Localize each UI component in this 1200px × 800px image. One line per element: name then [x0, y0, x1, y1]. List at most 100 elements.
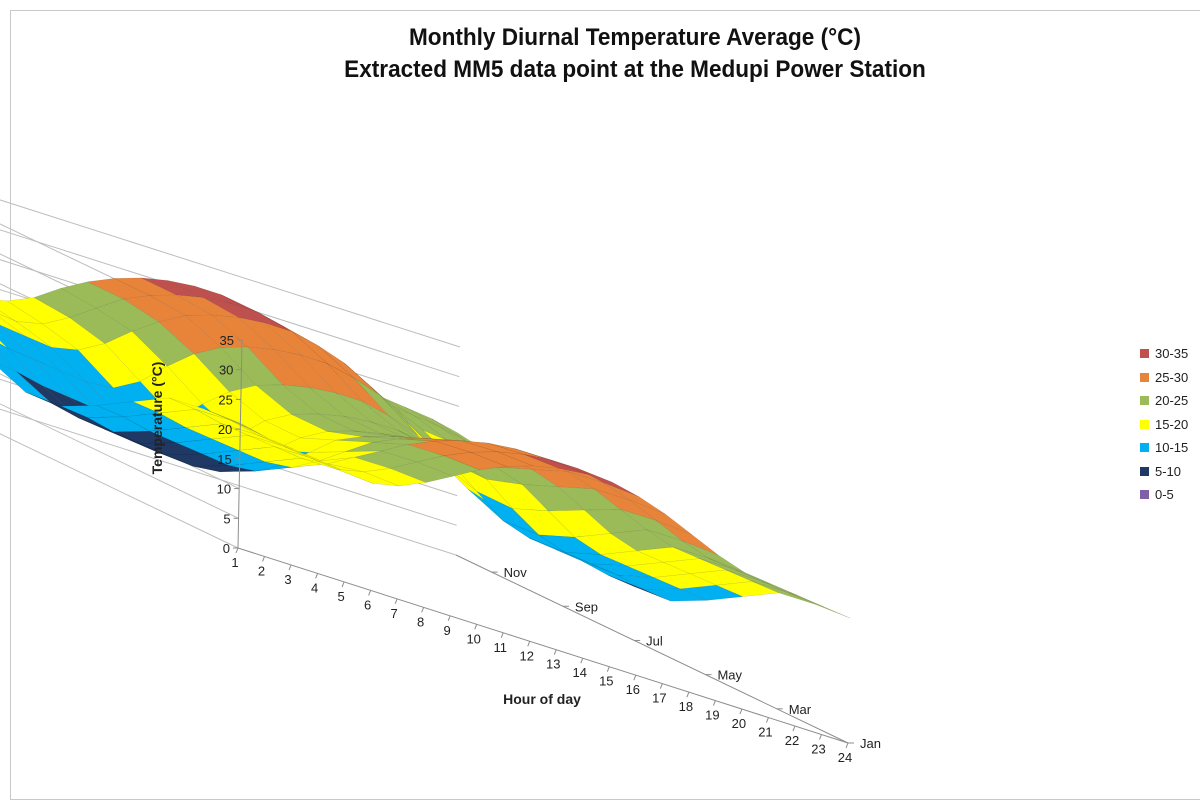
x-tick-label: 5: [337, 589, 344, 604]
legend-swatch: [1140, 419, 1149, 429]
x-tick: [500, 632, 504, 638]
surface-cell: [0, 340, 8, 349]
x-tick: [315, 573, 319, 579]
x-tick: [792, 725, 796, 732]
x-tick-label: 11: [493, 640, 507, 655]
plot-axes: 0510152025303512345678910111213141516171…: [217, 333, 881, 765]
x-tick-label: 3: [284, 572, 291, 587]
x-tick: [765, 717, 769, 723]
legend-item: 15-20: [1140, 413, 1188, 437]
x-tick-label: 19: [705, 708, 719, 723]
x-tick: [447, 615, 451, 622]
z-tick-label: 25: [218, 392, 232, 407]
x-tick: [235, 547, 239, 554]
x-tick: [288, 564, 292, 571]
x-tick: [659, 683, 663, 689]
x-tick: [845, 742, 849, 749]
x-tick: [262, 556, 265, 562]
x-tick: [421, 607, 425, 613]
x-tick-label: 7: [391, 606, 398, 621]
x-tick-label: 10: [466, 631, 480, 646]
x-tick: [368, 590, 372, 596]
legend-item: 10-15: [1140, 436, 1188, 460]
x-tick-label: 2: [258, 563, 265, 578]
legend-swatch: [1140, 372, 1149, 382]
x-tick: [527, 641, 531, 647]
x-tick: [686, 691, 690, 698]
x-tick-label: 21: [758, 725, 772, 740]
z-tick-label: 5: [223, 511, 230, 526]
legend-label: 15-20: [1155, 416, 1189, 432]
legend-item: 20-25: [1140, 389, 1188, 413]
month-tick-label: Nov: [504, 565, 528, 580]
month-tick-label: Mar: [789, 702, 812, 717]
x-tick-label: 14: [573, 665, 587, 680]
month-tick-label: Jan: [860, 736, 881, 751]
chart-title-line-2: Extracted MM5 data point at the Medupi P…: [344, 56, 926, 83]
z-tick-label: 15: [217, 452, 231, 467]
legend-label: 0-5: [1155, 487, 1174, 503]
x-axis-title: Hour of day: [503, 691, 581, 707]
surface-cell: [752, 581, 815, 605]
x-tick-label: 22: [785, 733, 799, 748]
gridline: [0, 199, 461, 348]
surface-cell: [0, 317, 26, 337]
surface-cell: [788, 592, 851, 619]
x-tick-label: 9: [444, 623, 451, 638]
x-tick: [606, 666, 610, 672]
legend-item: 25-30: [1140, 366, 1188, 390]
z-tick-label: 30: [219, 363, 233, 378]
month-axis-line: [455, 554, 849, 744]
month-tick-label: Jul: [646, 633, 663, 648]
x-tick-label: 17: [652, 691, 666, 706]
legend-swatch: [1140, 466, 1149, 476]
surface-cell: [0, 325, 35, 360]
legend-item: 30-35: [1140, 342, 1188, 366]
z-tick-label: 0: [223, 541, 230, 556]
x-tick-label: 16: [626, 682, 640, 697]
x-tick-label: 4: [311, 580, 318, 595]
legend-item: 5-10: [1140, 460, 1188, 484]
z-axis-line: [237, 339, 243, 549]
x-tick-label: 1: [231, 555, 238, 570]
x-tick: [712, 700, 716, 706]
x-tick-label: 23: [811, 742, 825, 757]
legend: 30-35 25-30 20-25 15-20 10-15 5-10 0-5: [1140, 342, 1188, 507]
surface-cell: [644, 588, 707, 602]
legend-label: 25-30: [1155, 369, 1189, 385]
x-tick: [739, 708, 743, 715]
temperature-surface: [0, 277, 851, 619]
month-tick-label: Sep: [575, 599, 598, 614]
x-tick-label: 12: [520, 648, 534, 663]
legend-label: 30-35: [1155, 346, 1189, 362]
chart-title: Monthly Diurnal Temperature Average (°C)…: [38, 22, 1200, 86]
x-tick: [341, 581, 345, 588]
month-tick-label: May: [717, 668, 742, 683]
legend-swatch: [1140, 490, 1149, 500]
z-tick-label: 20: [218, 422, 232, 437]
x-tick: [394, 598, 398, 605]
x-tick: [633, 674, 637, 681]
legend-label: 10-15: [1155, 440, 1189, 456]
legend-item: 0-5: [1140, 483, 1188, 507]
x-tick-label: 20: [732, 716, 746, 731]
x-tick: [553, 649, 557, 655]
legend-swatch: [1140, 443, 1149, 453]
chart-title-line-1: Monthly Diurnal Temperature Average (°C): [409, 24, 861, 51]
y-axis-title: Temperature (°C): [149, 362, 165, 475]
x-tick-label: 24: [838, 750, 852, 765]
x-tick-label: 13: [546, 657, 560, 672]
x-tick-label: 8: [417, 614, 424, 629]
z-tick-label: 10: [217, 482, 231, 497]
surface-cell: [715, 581, 780, 597]
legend-swatch: [1140, 349, 1149, 359]
z-tick-label: 35: [220, 333, 234, 348]
x-tick: [819, 734, 822, 740]
legend-label: 5-10: [1155, 463, 1182, 479]
x-tick: [474, 624, 478, 630]
x-tick-label: 18: [679, 699, 693, 714]
x-tick-label: 15: [599, 674, 613, 689]
legend-label: 20-25: [1155, 393, 1189, 409]
surface-cell: [0, 353, 17, 372]
